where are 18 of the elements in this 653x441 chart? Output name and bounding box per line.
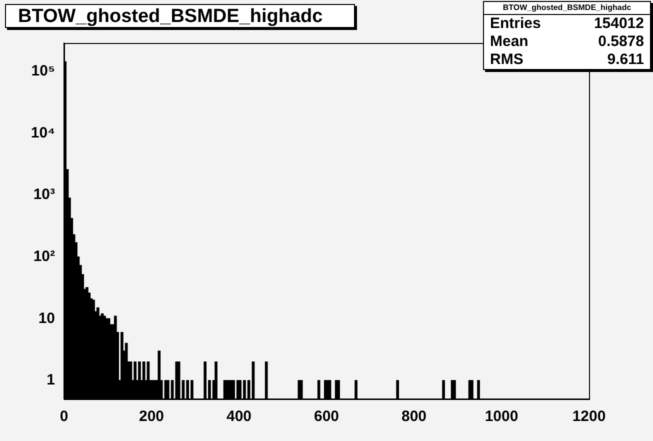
x-tick-label: 1000 xyxy=(484,408,518,426)
text: Mean 0.5878 xyxy=(490,33,644,50)
x-tick-label: 800 xyxy=(401,408,427,426)
text: RMS 9.611 xyxy=(490,51,644,68)
text: Entries 154012 xyxy=(490,15,644,32)
x-tick-label: 400 xyxy=(226,408,252,426)
y-tick-label: 10² xyxy=(33,248,55,266)
y-tick-label: 10 xyxy=(38,310,55,327)
chart-title: BTOW_ghosted_BSMDE_highadc xyxy=(5,4,355,28)
x-tick-label: 1200 xyxy=(572,408,606,426)
y-tick-label: 1 xyxy=(46,372,55,389)
x-tick-label: 600 xyxy=(314,408,340,426)
text: BTOW_ghosted_BSMDE_highadc xyxy=(484,2,650,15)
x-tick-label: 200 xyxy=(138,408,164,426)
y-tick-label: 10⁴ xyxy=(30,124,55,142)
y-tick-label: 10⁵ xyxy=(31,62,55,80)
y-tick-label: 10³ xyxy=(33,186,55,204)
x-tick-label: 0 xyxy=(60,408,68,426)
